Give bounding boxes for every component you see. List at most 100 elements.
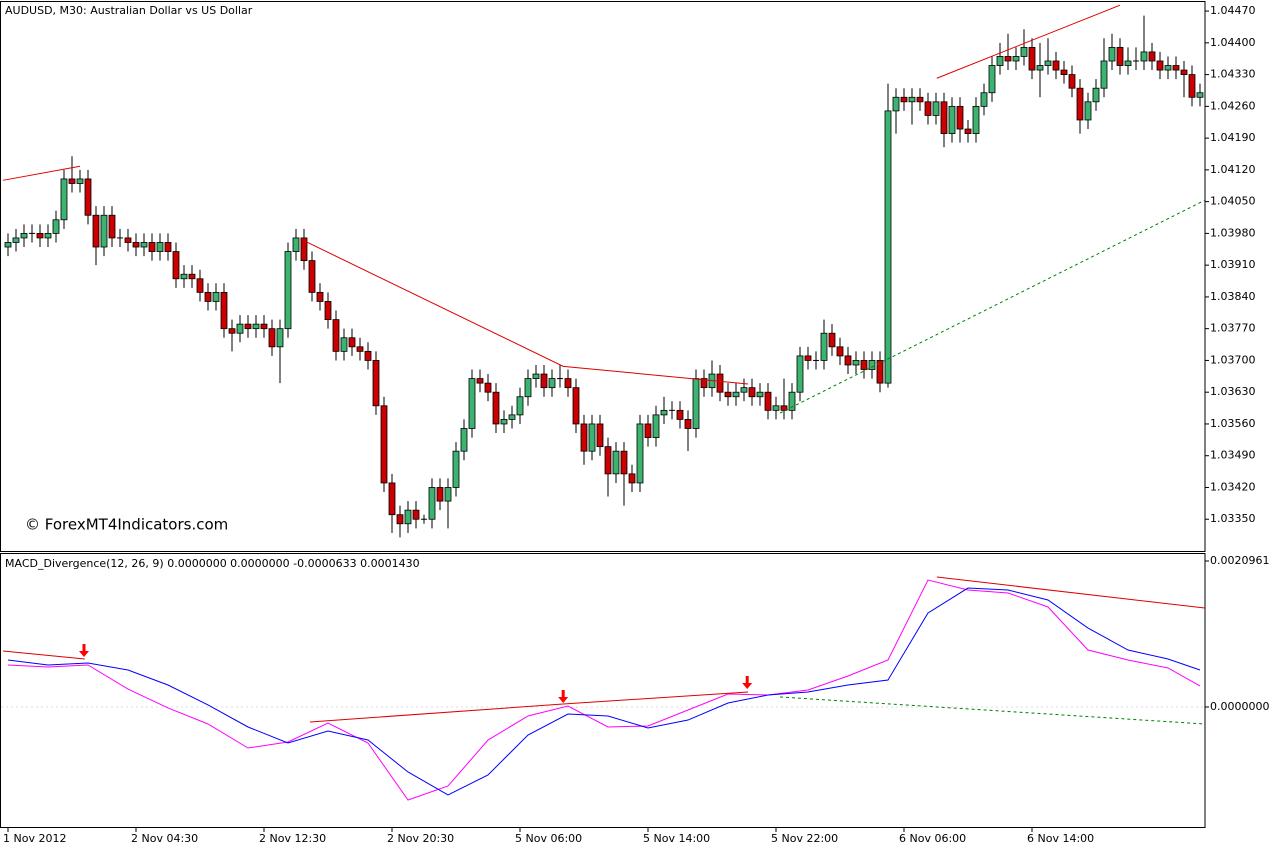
x-tick-label: 5 Nov 06:00 [515, 832, 582, 845]
candle-body [820, 332, 828, 361]
x-tick-label: 6 Nov 14:00 [1027, 832, 1094, 845]
candle-body [988, 65, 996, 94]
candle-body [36, 232, 44, 239]
candle-body [868, 360, 876, 370]
candle-body [916, 96, 924, 103]
candle-body [444, 487, 452, 502]
signal-arrow [742, 676, 753, 690]
candle-body [500, 419, 508, 425]
candle-body [908, 96, 916, 103]
y-tick-label: 1.04400 [1210, 36, 1256, 49]
candle-body [852, 360, 860, 366]
candle-body [1012, 56, 1020, 62]
candle-body [428, 487, 436, 520]
candle-body [596, 423, 604, 448]
candle-body [92, 214, 100, 248]
y-tick-label: 1.03420 [1210, 480, 1256, 493]
candle-body [196, 278, 204, 293]
candle-body [756, 391, 764, 398]
candle-body [44, 232, 52, 239]
candle-body [228, 328, 236, 334]
candle-body [300, 237, 308, 262]
candle-body [700, 378, 708, 389]
y-tick-label: 1.04120 [1210, 163, 1256, 176]
candle-body [524, 378, 532, 398]
candle-body [1188, 74, 1196, 98]
candle-body [124, 237, 132, 243]
y-tick-label: 1.03630 [1210, 385, 1256, 398]
divergence-line [936, 4, 1121, 79]
candle-body [1084, 101, 1092, 121]
divergence-line [779, 199, 1206, 414]
candle-body [796, 355, 804, 393]
candle-body [276, 328, 284, 348]
y-tick-label: 1.03560 [1210, 417, 1256, 430]
candle-body [652, 414, 660, 438]
candle-body [564, 378, 572, 389]
x-tick-label: 2 Nov 12:30 [259, 832, 326, 845]
candle-body [748, 387, 756, 398]
x-tick-label: 6 Nov 06:00 [899, 832, 966, 845]
candle-body [1036, 65, 1044, 71]
candle-body [1020, 46, 1028, 57]
signal-arrow [558, 690, 569, 704]
candle-body [684, 419, 692, 429]
candle-body [340, 337, 348, 352]
candle-body [1108, 46, 1116, 62]
candle-body [1180, 69, 1188, 75]
y-tick-label: 1.04190 [1210, 131, 1256, 144]
y-tick-label: 1.03770 [1210, 322, 1256, 335]
candle-body [604, 446, 612, 475]
candle-body [156, 242, 164, 252]
candle-body [4, 242, 12, 248]
candle-body [332, 319, 340, 352]
candle-body [68, 178, 76, 184]
candle-body [516, 396, 524, 416]
x-tick-label: 2 Nov 04:30 [131, 832, 198, 845]
candle-body [308, 260, 316, 293]
x-tick-label: 5 Nov 14:00 [643, 832, 710, 845]
divergence-line [2, 165, 81, 181]
candle-body [284, 251, 292, 330]
candle-body [628, 473, 636, 484]
candle-body [860, 360, 868, 370]
candle-body [380, 405, 388, 484]
candle-body [412, 509, 420, 520]
candle-body [828, 332, 836, 348]
candle-body [476, 378, 484, 384]
candle-body [236, 323, 244, 334]
candle-body [492, 391, 500, 425]
candle-body [548, 378, 556, 389]
candle-body [508, 414, 516, 420]
candle-body [452, 450, 460, 488]
candle-body [244, 323, 252, 330]
y-tick-label: 1.03350 [1210, 512, 1256, 525]
macd-line [7, 579, 1201, 801]
y-tick-label: 1.03490 [1210, 449, 1256, 462]
candle-body [636, 423, 644, 484]
candle-body [1140, 51, 1148, 62]
candle-body [740, 387, 748, 393]
candle-body [532, 373, 540, 379]
candle-body [940, 101, 948, 134]
candle-body [212, 291, 220, 302]
candle-body [1116, 46, 1124, 66]
price-title: AUDUSD, M30: Australian Dollar vs US Dol… [5, 4, 253, 17]
candle-body [964, 128, 972, 134]
divergence-line [2, 650, 85, 660]
candle-body [620, 450, 628, 475]
candle-body [388, 482, 396, 516]
candle-body [1068, 74, 1076, 89]
candle-body [924, 101, 932, 116]
candle-body [348, 337, 356, 348]
candle-body [836, 346, 844, 357]
y-tick-label: 0.0020961 [1210, 554, 1270, 567]
candle-body [580, 423, 588, 452]
candle-body [540, 373, 548, 389]
candle-body [60, 178, 68, 221]
y-tick-label: 1.03840 [1210, 290, 1256, 303]
y-tick-label: 1.03910 [1210, 258, 1256, 271]
candle-body [876, 360, 884, 384]
candle-body [996, 56, 1004, 66]
